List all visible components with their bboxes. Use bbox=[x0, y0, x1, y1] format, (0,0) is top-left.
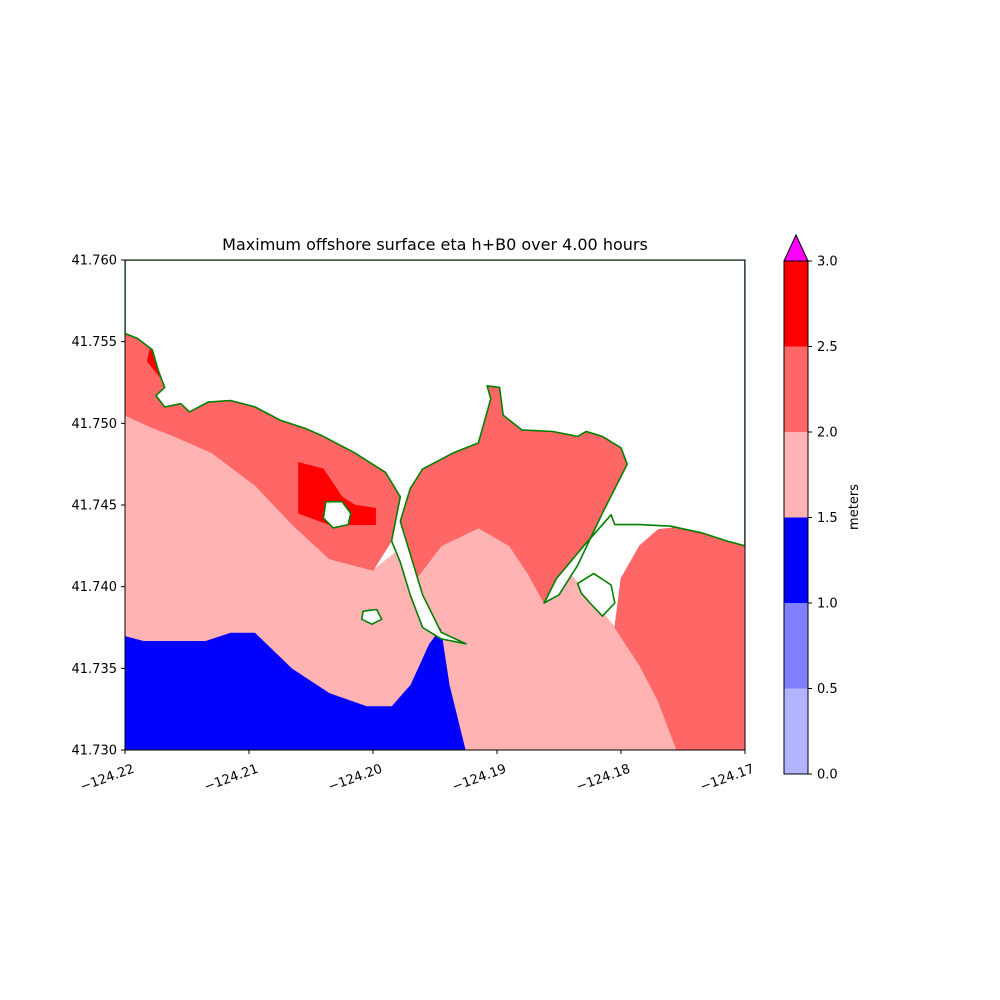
chart-title: Maximum offshore surface eta h+B0 over 4… bbox=[222, 235, 648, 254]
colorbar-tick-label: 0.0 bbox=[817, 768, 838, 783]
colorbar-block bbox=[784, 603, 808, 689]
island bbox=[360, 608, 383, 626]
y-tick-label: 41.745 bbox=[72, 499, 118, 514]
colorbar-block bbox=[784, 432, 808, 518]
y-tick-label: 41.735 bbox=[72, 662, 118, 677]
colorbar-block bbox=[784, 346, 808, 432]
y-tick-label: 41.760 bbox=[72, 254, 118, 269]
colorbar-tick-label: 2.5 bbox=[817, 340, 838, 355]
colorbar-extend-arrow bbox=[783, 233, 809, 262]
colorbar-tick-label: 0.5 bbox=[817, 682, 838, 697]
y-tick-label: 41.740 bbox=[72, 580, 118, 595]
colorbar-tick-label: 1.0 bbox=[817, 597, 838, 612]
x-tick-label: −124.18 bbox=[574, 762, 632, 795]
colorbar-tick-label: 1.5 bbox=[817, 511, 838, 526]
x-tick-label: −124.17 bbox=[698, 762, 756, 795]
plot-area bbox=[125, 260, 745, 750]
x-tick-label: −124.22 bbox=[78, 762, 136, 795]
y-tick-label: 41.755 bbox=[72, 335, 118, 350]
x-tick-label: −124.20 bbox=[326, 762, 384, 795]
colorbar-tick-label: 3.0 bbox=[817, 255, 838, 270]
colorbar-blocks bbox=[783, 260, 809, 775]
colorbar-label: meters bbox=[847, 484, 862, 530]
colorbar: 0.0 0.5 1.0 1.5 2.0 2.5 3.0 meters bbox=[783, 233, 862, 783]
islands bbox=[322, 500, 616, 626]
colorbar-ticks: 0.0 0.5 1.0 1.5 2.0 2.5 3.0 bbox=[808, 255, 838, 783]
colorbar-block bbox=[784, 688, 808, 774]
island bbox=[322, 500, 352, 529]
colorbar-block bbox=[784, 517, 808, 603]
land-shoreline bbox=[125, 260, 745, 645]
x-tick-label: −124.21 bbox=[202, 762, 260, 795]
contour-region-2.5-3.0 bbox=[298, 461, 376, 525]
land-areas bbox=[125, 260, 745, 645]
x-tick-label: −124.19 bbox=[450, 762, 508, 795]
x-axis: −124.22 −124.21 −124.20 −124.19 −124.18 −124.… bbox=[78, 750, 756, 795]
y-tick-label: 41.750 bbox=[72, 417, 118, 432]
island bbox=[576, 572, 616, 617]
colorbar-tick-label: 2.0 bbox=[817, 426, 838, 441]
y-tick-label: 41.730 bbox=[72, 744, 118, 759]
colorbar-block bbox=[784, 261, 808, 347]
y-axis: 41.730 41.735 41.740 41.745 41.750 41.755 41.7… bbox=[72, 254, 125, 759]
